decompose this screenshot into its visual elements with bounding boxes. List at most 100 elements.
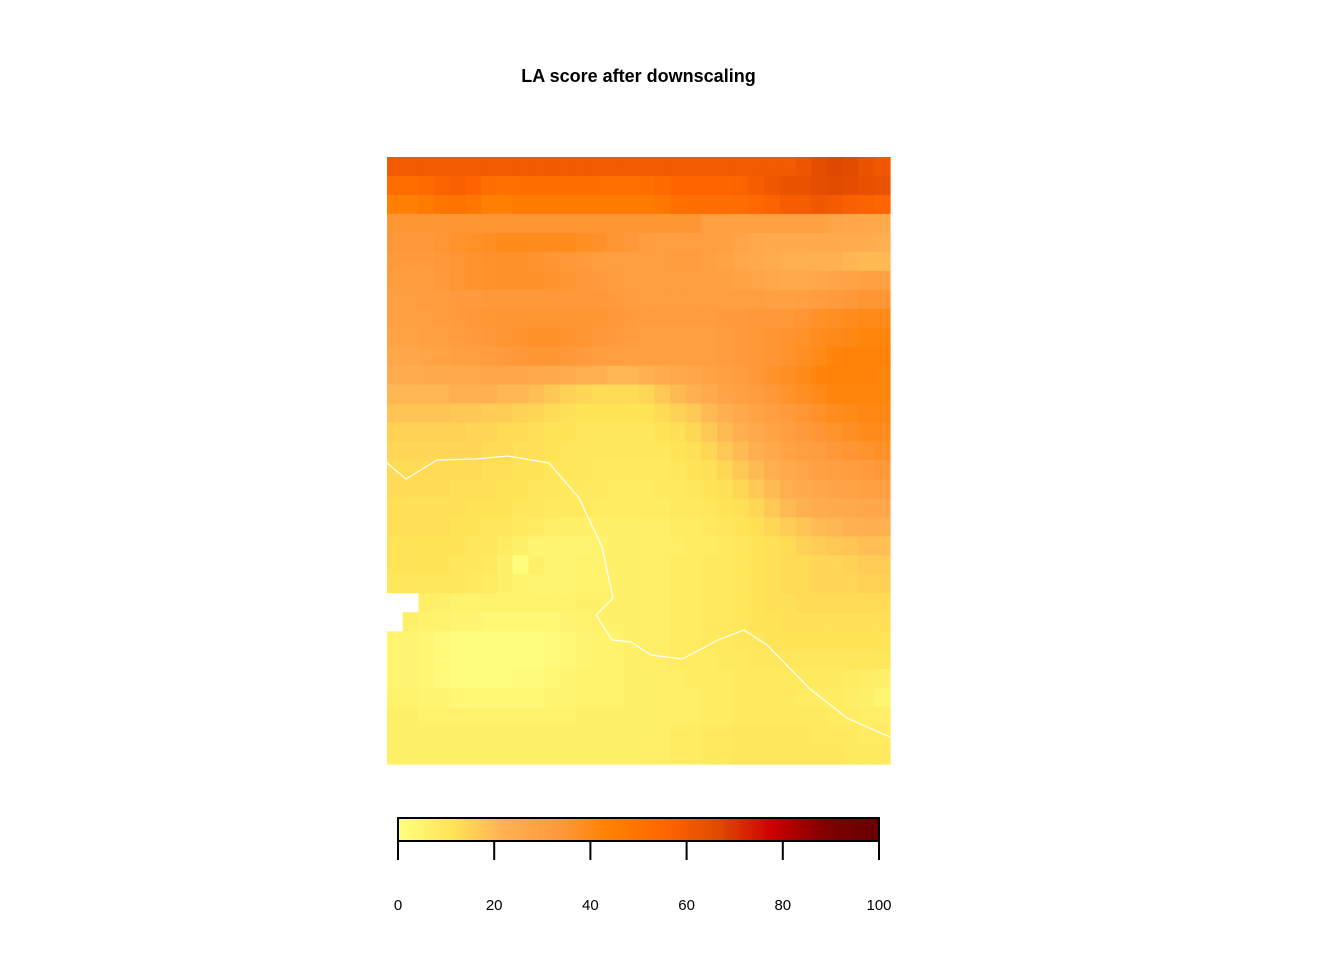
heatmap-cell [827, 175, 844, 196]
heatmap-cell [559, 232, 577, 253]
heatmap-cell [858, 289, 875, 310]
heatmap-cell [842, 460, 860, 481]
heatmap-cell [512, 346, 530, 367]
heatmap-cell [481, 327, 498, 348]
heatmap-cell [748, 498, 765, 519]
heatmap-cell [402, 726, 420, 746]
heatmap-cell [748, 593, 765, 613]
heatmap-cell [874, 688, 891, 708]
heatmap-cell [387, 403, 404, 424]
heatmap-cell [654, 631, 671, 651]
heatmap-cell [638, 574, 655, 594]
heatmap-cell [764, 593, 781, 613]
heatmap-cell [842, 213, 860, 234]
heatmap-cell [654, 745, 671, 765]
heatmap-cell [591, 593, 608, 613]
heatmap-cell [732, 422, 750, 443]
heatmap-cell [434, 384, 451, 405]
heatmap-cell [575, 479, 592, 500]
heatmap-cell [559, 422, 577, 443]
heatmap-cell [827, 460, 844, 481]
heatmap-cell [497, 574, 514, 594]
heatmap-cell [607, 631, 624, 651]
heatmap-cell [387, 384, 404, 405]
heatmap-cell [732, 365, 750, 386]
heatmap-cell [622, 612, 640, 632]
heatmap-cell [811, 232, 828, 253]
heatmap-cell [575, 555, 592, 575]
heatmap-cell [607, 726, 624, 746]
heatmap-cell [795, 346, 813, 367]
heatmap-cell [418, 441, 435, 462]
heatmap-cell [544, 384, 561, 405]
heatmap-cell [874, 536, 891, 556]
heatmap-cell [402, 498, 420, 519]
heatmap-cell [434, 650, 451, 670]
heatmap-cell [528, 175, 545, 196]
heatmap-cell [607, 460, 624, 481]
heatmap-cell [607, 707, 624, 727]
heatmap-cell [481, 688, 498, 708]
heatmap-cell [622, 157, 640, 177]
heatmap-cell [795, 479, 813, 500]
heatmap-cell [559, 403, 577, 424]
heatmap-cell [622, 650, 640, 670]
heatmap-cell [685, 157, 702, 177]
heatmap-cell [481, 232, 498, 253]
heatmap-cell [717, 232, 734, 253]
heatmap-cell [827, 745, 844, 765]
heatmap-cell [654, 157, 671, 177]
heatmap-cell [387, 175, 404, 196]
heatmap-cell [544, 308, 561, 329]
heatmap-cell [748, 745, 765, 765]
heatmap-cell [638, 403, 655, 424]
heatmap-cell [434, 157, 451, 177]
heatmap-cell [528, 517, 545, 537]
heatmap-cell [717, 308, 734, 329]
heatmap-cell [764, 346, 781, 367]
heatmap-cell [717, 479, 734, 500]
heatmap-cell [622, 669, 640, 689]
heatmap-cell [497, 384, 514, 405]
heatmap-cell [858, 498, 875, 519]
heatmap-cell [779, 213, 797, 234]
heatmap-cell [591, 688, 608, 708]
heatmap-cell [701, 270, 718, 291]
heatmap-cell [575, 232, 592, 253]
heatmap-cell [402, 232, 420, 253]
heatmap-cell [669, 175, 687, 196]
heatmap-cell [874, 479, 891, 500]
heatmap-cell [764, 650, 781, 670]
heatmap-cell [465, 574, 482, 594]
heatmap-cell [544, 498, 561, 519]
heatmap-cell [622, 517, 640, 537]
heatmap-cell [874, 213, 891, 234]
heatmap-cell [465, 479, 482, 500]
heatmap-cell [654, 688, 671, 708]
heatmap-cell [748, 422, 765, 443]
heatmap-cell [795, 517, 813, 537]
heatmap-cell [622, 460, 640, 481]
heatmap-cell [418, 175, 435, 196]
heatmap-cell [732, 517, 750, 537]
heatmap-cell [591, 327, 608, 348]
heatmap-cell [465, 650, 482, 670]
heatmap-cell [607, 745, 624, 765]
heatmap-cell [575, 422, 592, 443]
heatmap-cell [481, 498, 498, 519]
heatmap-cell [701, 555, 718, 575]
heatmap-cell [607, 251, 624, 272]
heatmap-cell [764, 441, 781, 462]
heatmap-cell [402, 194, 420, 215]
heatmap-cell [685, 308, 702, 329]
heatmap-cell [497, 555, 514, 575]
heatmap-cell [654, 365, 671, 386]
heatmap-cell [638, 422, 655, 443]
heatmap-cell [779, 346, 797, 367]
heatmap-cell [638, 289, 655, 310]
heatmap-cell [607, 555, 624, 575]
heatmap-cell [512, 574, 530, 594]
heatmap-cell [669, 517, 687, 537]
heatmap-cell [842, 289, 860, 310]
